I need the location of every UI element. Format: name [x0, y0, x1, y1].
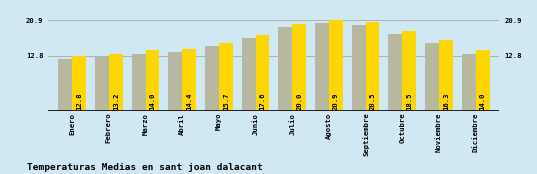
- Bar: [72, 56, 86, 111]
- Bar: [58, 59, 72, 111]
- Bar: [476, 50, 490, 111]
- Text: 17.6: 17.6: [259, 92, 265, 110]
- Bar: [168, 52, 182, 111]
- Text: 15.7: 15.7: [223, 92, 229, 110]
- Text: 18.5: 18.5: [406, 92, 412, 110]
- Bar: [242, 38, 256, 111]
- Bar: [292, 24, 306, 111]
- Bar: [462, 54, 476, 111]
- Text: 20.5: 20.5: [369, 92, 375, 110]
- Bar: [256, 35, 270, 111]
- Text: 12.8: 12.8: [76, 92, 82, 110]
- Bar: [329, 20, 343, 111]
- Text: 13.2: 13.2: [113, 92, 119, 110]
- Text: 14.4: 14.4: [186, 92, 192, 110]
- Text: 20.9: 20.9: [333, 92, 339, 110]
- Text: 16.3: 16.3: [443, 92, 449, 110]
- Bar: [402, 31, 416, 111]
- Bar: [352, 25, 366, 111]
- Bar: [315, 23, 329, 111]
- Text: 14.0: 14.0: [480, 92, 485, 110]
- Bar: [132, 54, 146, 111]
- Bar: [366, 22, 380, 111]
- Text: 14.0: 14.0: [149, 92, 156, 110]
- Bar: [388, 34, 402, 111]
- Bar: [219, 43, 233, 111]
- Bar: [95, 57, 109, 111]
- Text: 20.0: 20.0: [296, 92, 302, 110]
- Text: Temperaturas Medias en sant joan dalacant: Temperaturas Medias en sant joan dalacan…: [27, 163, 263, 172]
- Bar: [146, 50, 159, 111]
- Bar: [182, 49, 196, 111]
- Bar: [439, 40, 453, 111]
- Bar: [109, 54, 123, 111]
- Bar: [278, 27, 292, 111]
- Bar: [425, 44, 439, 111]
- Bar: [205, 46, 219, 111]
